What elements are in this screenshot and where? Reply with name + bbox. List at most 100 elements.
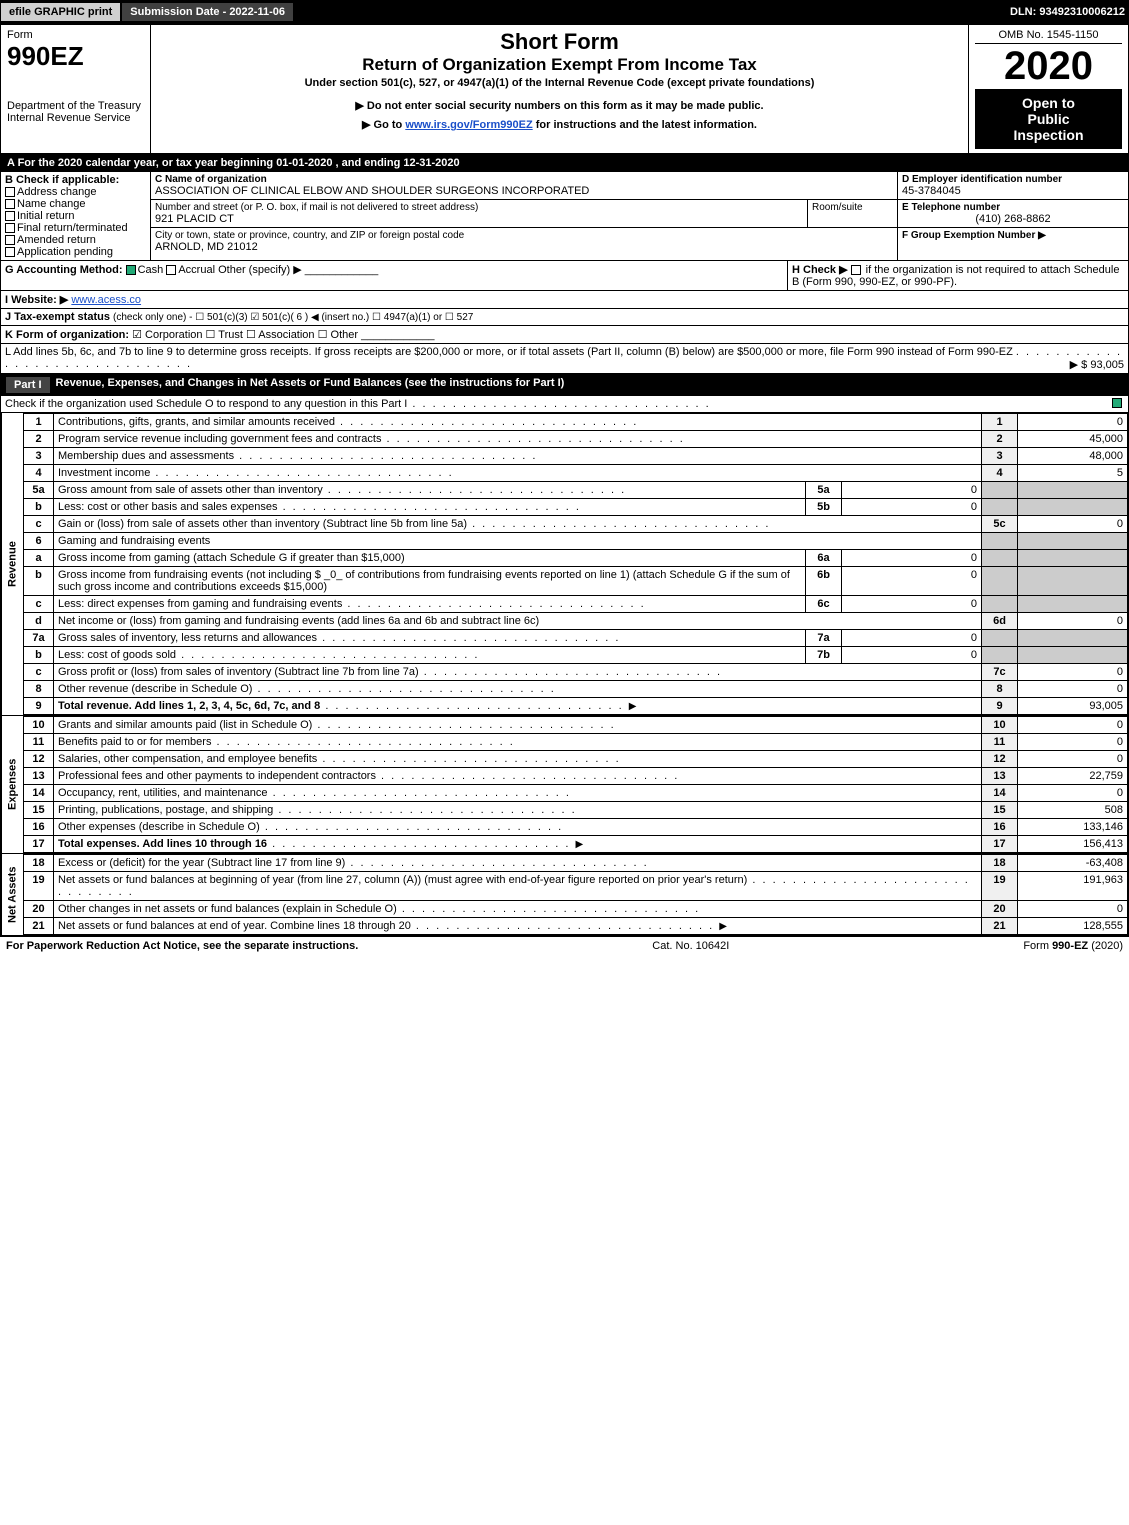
cb-application-pending[interactable]: Application pending <box>5 246 146 258</box>
ln-5a-text: Gross amount from sale of assets other t… <box>58 484 323 496</box>
ln-16-code: 16 <box>982 819 1018 836</box>
ln-6b-mv: 0 <box>842 567 982 596</box>
ln-6d-text: Net income or (loss) from gaming and fun… <box>58 615 539 627</box>
ln-6d-code: 6d <box>982 613 1018 630</box>
ln-7a-mv: 0 <box>842 630 982 647</box>
ln-15-code: 15 <box>982 802 1018 819</box>
box-d-label: D Employer identification number <box>902 174 1124 185</box>
ln-8-text: Other revenue (describe in Schedule O) <box>58 683 252 695</box>
ein-value: 45-3784045 <box>902 185 1124 197</box>
ln-17-code: 17 <box>982 836 1018 853</box>
ln-17-text: Total expenses. Add lines 10 through 16 <box>58 838 267 850</box>
ln-17-amt: 156,413 <box>1018 836 1128 853</box>
ln-10-code: 10 <box>982 717 1018 734</box>
page-footer: For Paperwork Reduction Act Notice, see … <box>0 936 1129 955</box>
net-assets-vertical-label: Net Assets <box>1 854 23 935</box>
irs-link[interactable]: www.irs.gov/Form990EZ <box>405 119 532 131</box>
open-line-1: Open to <box>981 95 1116 111</box>
ln-8-amt: 0 <box>1018 681 1128 698</box>
ln-7b-mc: 7b <box>806 647 842 664</box>
ln-16-text: Other expenses (describe in Schedule O) <box>58 821 260 833</box>
ln-6b-text: Gross income from fundraising events (no… <box>58 569 790 593</box>
line-j-label: J Tax-exempt status <box>5 311 110 323</box>
ln-15-text: Printing, publications, postage, and shi… <box>58 804 273 816</box>
expenses-vertical-label: Expenses <box>1 716 23 853</box>
cb-name-change[interactable]: Name change <box>5 198 146 210</box>
ln-21-amt: 128,555 <box>1018 918 1128 935</box>
ln-2-amt: 45,000 <box>1018 431 1128 448</box>
cb-schedule-o-part1[interactable] <box>1112 398 1122 408</box>
ln-1: 1 <box>24 414 54 431</box>
ln-1-text: Contributions, gifts, grants, and simila… <box>58 416 335 428</box>
ln-11-code: 11 <box>982 734 1018 751</box>
ln-5b-mv: 0 <box>842 499 982 516</box>
ln-15-amt: 508 <box>1018 802 1128 819</box>
ln-7a-mc: 7a <box>806 630 842 647</box>
cb-amended-return[interactable]: Amended return <box>5 234 146 246</box>
ln-21-code: 21 <box>982 918 1018 935</box>
ln-17: 17 <box>24 836 54 853</box>
dept-line-1: Department of the Treasury <box>7 100 144 112</box>
efile-print-button[interactable]: efile GRAPHIC print <box>0 2 121 22</box>
cb-amended-return-label: Amended return <box>17 234 96 246</box>
dln-label: DLN: 93492310006212 <box>1006 6 1129 18</box>
street-label: Number and street (or P. O. box, if mail… <box>155 202 803 213</box>
cb-address-change-label: Address change <box>17 186 97 198</box>
ln-1-code: 1 <box>982 414 1018 431</box>
submission-date-button[interactable]: Submission Date - 2022-11-06 <box>121 2 294 22</box>
ln-21: 21 <box>24 918 54 935</box>
revenue-vertical-label: Revenue <box>1 413 23 715</box>
cb-address-change[interactable]: Address change <box>5 186 146 198</box>
ln-13: 13 <box>24 768 54 785</box>
cb-initial-return[interactable]: Initial return <box>5 210 146 222</box>
revenue-section: Revenue 1 Contributions, gifts, grants, a… <box>0 413 1129 716</box>
ln-6-text: Gaming and fundraising events <box>54 533 982 550</box>
ln-20: 20 <box>24 901 54 918</box>
ln-7a: 7a <box>24 630 54 647</box>
title-return: Return of Organization Exempt From Incom… <box>157 55 962 75</box>
city-value: ARNOLD, MD 21012 <box>155 241 893 253</box>
ln-5c-text: Gain or (loss) from sale of assets other… <box>58 518 467 530</box>
cb-cash[interactable]: Cash <box>126 264 164 276</box>
ln-5b-mc: 5b <box>806 499 842 516</box>
ln-9: 9 <box>24 698 54 715</box>
other-specify: Other (specify) ▶ <box>218 264 302 276</box>
line-i-label: I Website: ▶ <box>5 294 68 306</box>
ln-2-code: 2 <box>982 431 1018 448</box>
box-b-label: B Check if applicable: <box>5 174 146 186</box>
line-k-label: K Form of organization: <box>5 329 129 341</box>
ln-3-code: 3 <box>982 448 1018 465</box>
ln-6d-amt: 0 <box>1018 613 1128 630</box>
street-value: 921 PLACID CT <box>155 213 803 225</box>
ln-7c-amt: 0 <box>1018 664 1128 681</box>
ln-6a: a <box>24 550 54 567</box>
ln-7c-code: 7c <box>982 664 1018 681</box>
ln-4: 4 <box>24 465 54 482</box>
ln-18: 18 <box>24 855 54 872</box>
line-l-amount: ▶ $ 93,005 <box>1070 358 1124 371</box>
subtitle: Under section 501(c), 527, or 4947(a)(1)… <box>157 77 962 89</box>
ln-10-text: Grants and similar amounts paid (list in… <box>58 719 312 731</box>
ln-6b-mc: 6b <box>806 567 842 596</box>
website-link[interactable]: www.acess.co <box>71 294 141 306</box>
city-label: City or town, state or province, country… <box>155 230 893 241</box>
ln-7b-text: Less: cost of goods sold <box>58 649 176 661</box>
cb-schedule-b[interactable] <box>851 265 861 275</box>
ln-5b-text: Less: cost or other basis and sales expe… <box>58 501 278 513</box>
cb-final-return[interactable]: Final return/terminated <box>5 222 146 234</box>
ln-16: 16 <box>24 819 54 836</box>
ln-7b-mv: 0 <box>842 647 982 664</box>
line-l-text: L Add lines 5b, 6c, and 7b to line 9 to … <box>5 346 1013 358</box>
ln-8-code: 8 <box>982 681 1018 698</box>
ln-12-text: Salaries, other compensation, and employ… <box>58 753 317 765</box>
open-to-public-box: Open to Public Inspection <box>975 89 1122 149</box>
accrual-label: Accrual <box>178 264 215 276</box>
ln-13-text: Professional fees and other payments to … <box>58 770 376 782</box>
ln-20-amt: 0 <box>1018 901 1128 918</box>
ln-5c-amt: 0 <box>1018 516 1128 533</box>
cb-accrual[interactable]: Accrual <box>166 264 215 276</box>
part-1-label: Part I <box>6 377 50 393</box>
ln-19-amt: 191,963 <box>1018 872 1128 901</box>
line-a-tax-year: A For the 2020 calendar year, or tax yea… <box>0 154 1129 172</box>
ln-5a-mv: 0 <box>842 482 982 499</box>
